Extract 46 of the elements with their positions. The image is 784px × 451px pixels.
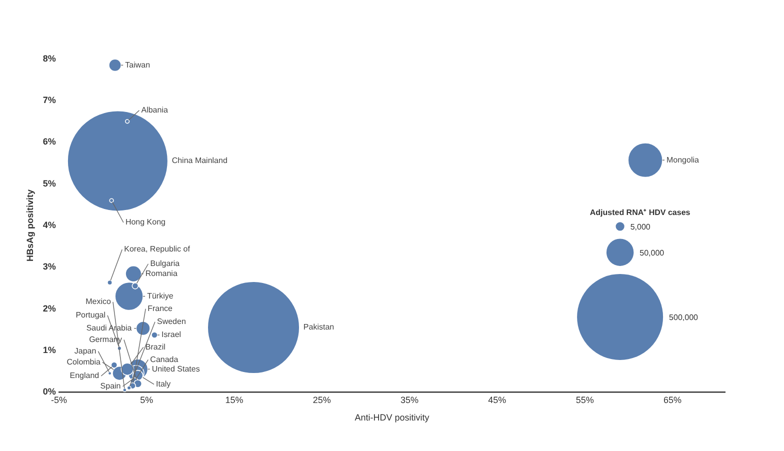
annotation: Israel — [162, 330, 182, 340]
annotation: Mongolia — [666, 155, 700, 164]
y-tick-label: 6% — [42, 136, 56, 147]
annotation: France — [148, 304, 174, 314]
y-tick-label: 2% — [42, 303, 56, 314]
x-tick-label: 35% — [400, 394, 419, 405]
legend-title: Adjusted RNA⁺ HDV cases — [590, 208, 691, 218]
annotation: Canada — [150, 354, 179, 364]
annotation: Japan — [74, 346, 96, 356]
y-tick-label: 3% — [42, 262, 56, 272]
annotation: Albania — [141, 106, 168, 115]
annotation: Hong Kong — [125, 218, 166, 227]
legend-label: 50,000 — [640, 248, 665, 258]
annotation: Korea, Republic of — [124, 244, 191, 254]
x-tick-label: 45% — [488, 394, 506, 405]
x-tick-label: -5% — [50, 394, 67, 405]
annotation: Pakistan — [303, 322, 334, 332]
y-tick-label: 4% — [42, 220, 56, 230]
y-tick-label: 0% — [42, 386, 56, 397]
annotation: Spain — [100, 382, 121, 391]
annotation: United States — [152, 364, 200, 374]
x-tick-label: 65% — [663, 394, 682, 405]
annotation: Portugal — [76, 310, 106, 320]
x-tick-label: 25% — [312, 394, 331, 405]
annotation: Mexico — [86, 297, 112, 306]
x-tick-label: 5% — [140, 394, 154, 405]
y-axis-title: HBsAg positivity — [25, 189, 36, 262]
annotation: Türkiye — [147, 291, 174, 300]
annotation: Bulgaria — [150, 259, 180, 268]
y-tick-label: 8% — [42, 53, 56, 64]
x-tick-label: 55% — [576, 394, 594, 405]
y-tick-label: 1% — [42, 344, 56, 355]
annotation: Italy — [156, 380, 171, 389]
annotation: Colombia — [66, 358, 102, 367]
legend-label: 5,000 — [630, 222, 651, 232]
legend-label: 500,000 — [669, 312, 699, 322]
x-axis-title: Anti-HDV positivity — [354, 412, 430, 423]
annotation: Brazil — [145, 342, 166, 352]
y-tick-label: 7% — [42, 95, 56, 106]
annotation: Taiwan — [125, 60, 150, 70]
annotation: China Mainland — [172, 156, 228, 166]
annotation: England — [70, 371, 100, 380]
y-tick-label: 5% — [42, 178, 56, 188]
annotation: Romania — [145, 269, 178, 278]
annotation: Sweden — [156, 317, 186, 326]
x-tick-label: 15% — [225, 394, 244, 405]
